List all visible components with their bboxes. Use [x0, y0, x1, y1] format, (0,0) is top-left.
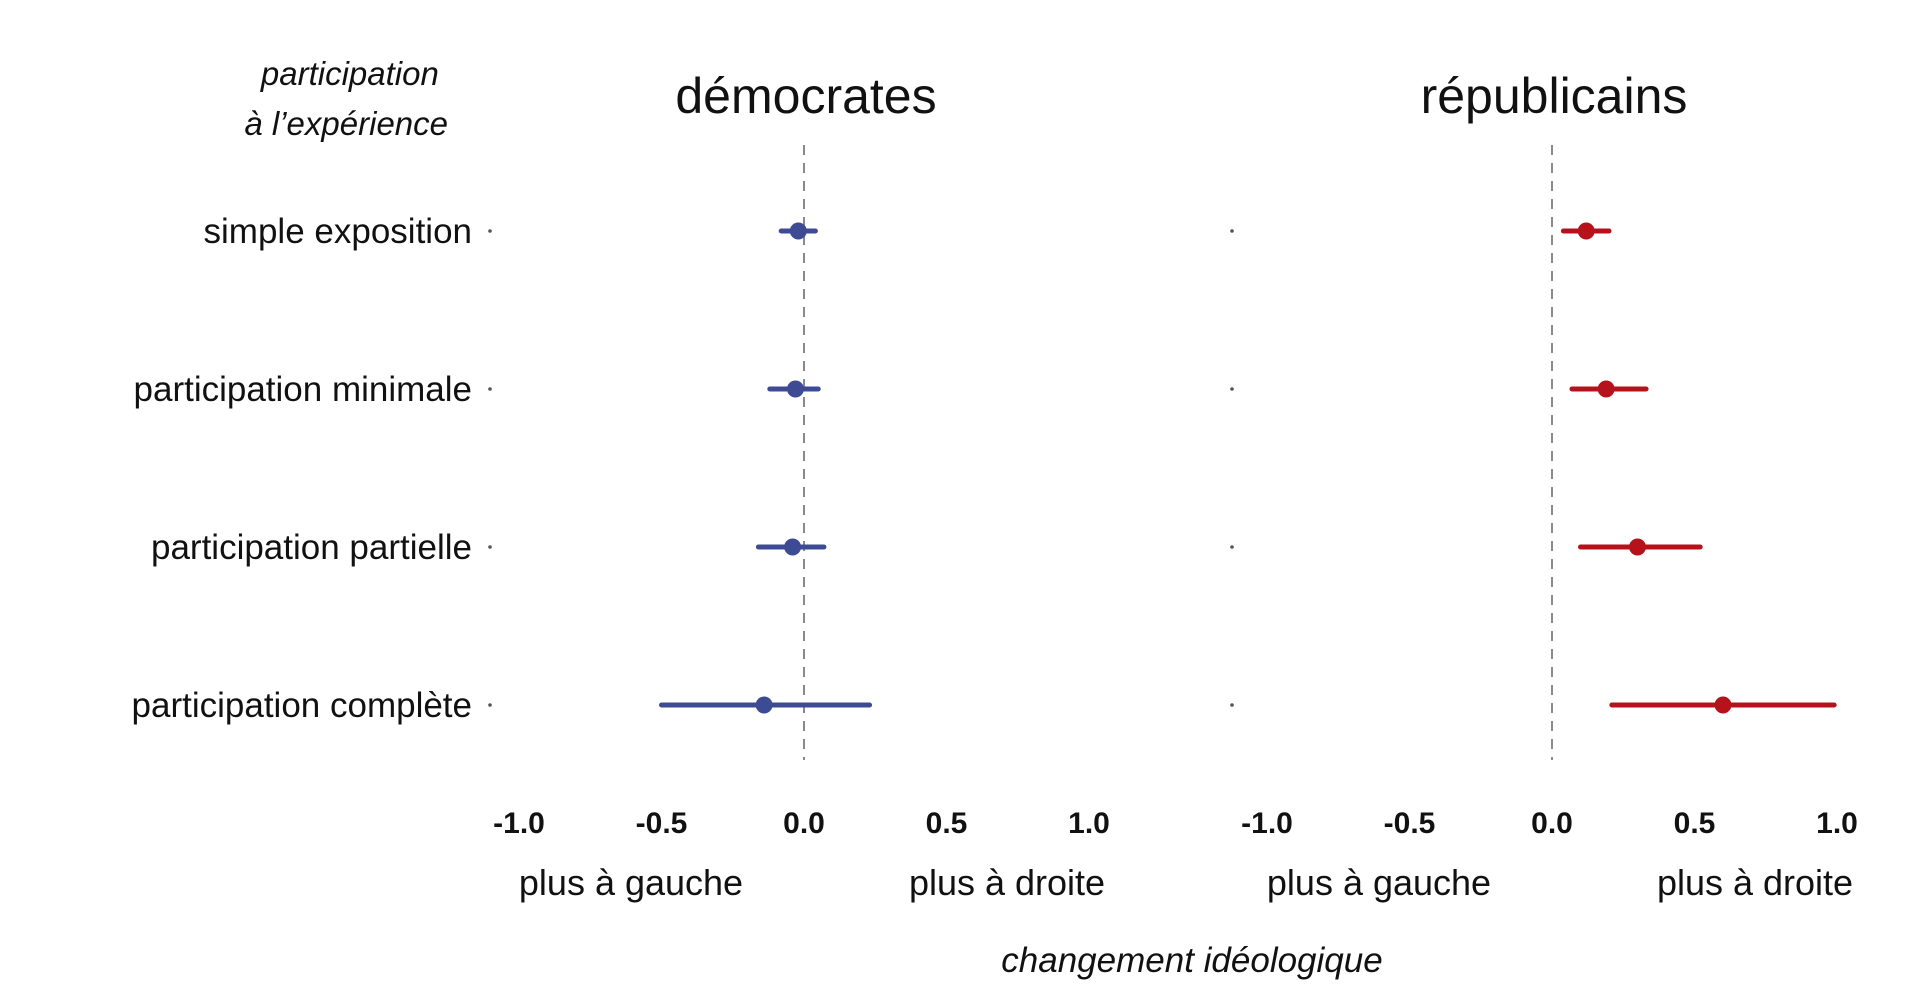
row-header-label: participation à l’expérience [244, 55, 448, 142]
estimate-point [1597, 380, 1615, 398]
category-label: participation partielle [151, 528, 472, 567]
estimate-point [1714, 696, 1732, 714]
x-tick-label: -1.0 [1241, 807, 1293, 840]
panel-title: républicains [1421, 68, 1688, 124]
category-tick [488, 703, 492, 707]
row-header-line-2: à l’expérience [244, 105, 448, 142]
panel-title: démocrates [675, 68, 936, 124]
direction-label-right: plus à droite [1657, 862, 1853, 903]
direction-label-left: plus à gauche [519, 862, 743, 903]
x-tick-label: 0.0 [783, 807, 825, 840]
x-tick-label: 0.5 [1674, 807, 1716, 840]
category-labels: simple exposition participation minimale p… [132, 212, 492, 725]
x-tick-label: 1.0 [1816, 807, 1858, 840]
category-label: participation minimale [134, 370, 472, 409]
direction-label-right: plus à droite [909, 862, 1105, 903]
category-label: participation complète [132, 686, 472, 725]
estimate-point [789, 222, 807, 240]
category-tick [1230, 387, 1234, 391]
category-tick [488, 387, 492, 391]
category-tick [1230, 545, 1234, 549]
category-label: simple exposition [204, 212, 472, 251]
estimate-point [1577, 222, 1595, 240]
estimate-point [784, 538, 802, 556]
panel: républicains -1.0 -0.5 0.0 0.5 1.0 plus à gauc… [1230, 68, 1858, 903]
panel: démocrates -1.0 -0.5 0.0 0.5 1.0 plus à gauche… [493, 68, 1110, 903]
estimate-point [786, 380, 804, 398]
category-tick [1230, 703, 1234, 707]
direction-label-left: plus à gauche [1267, 862, 1491, 903]
estimate-point [755, 696, 773, 714]
estimate-point [1629, 538, 1646, 556]
x-tick-label: -0.5 [1384, 807, 1436, 840]
chart-panels: démocrates -1.0 -0.5 0.0 0.5 1.0 plus à gauche… [493, 68, 1858, 903]
x-tick-label: -1.0 [493, 807, 545, 840]
x-tick-label: 1.0 [1068, 807, 1110, 840]
x-tick-label: 0.0 [1531, 807, 1573, 840]
row-header-line-1: participation [260, 55, 439, 92]
category-tick [488, 229, 492, 233]
category-tick [488, 545, 492, 549]
x-axis-title: changement idéologique [1001, 941, 1382, 980]
category-tick [1230, 229, 1234, 233]
x-tick-label: -0.5 [636, 807, 688, 840]
x-tick-label: 0.5 [926, 807, 968, 840]
